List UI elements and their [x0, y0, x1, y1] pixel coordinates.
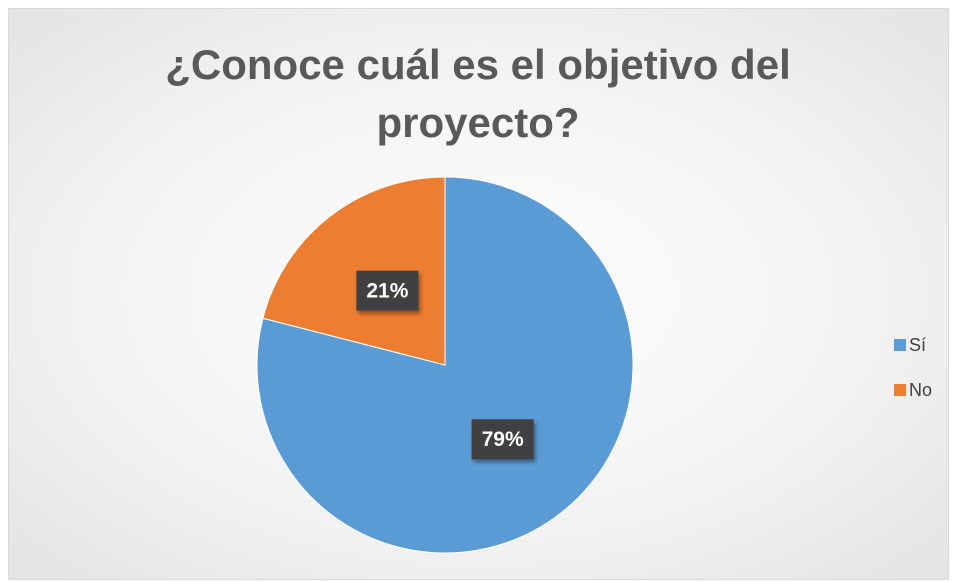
legend-label: No: [909, 380, 932, 400]
value-label-box: [471, 419, 534, 460]
value-label: 21%: [366, 279, 408, 302]
value-label-box: [356, 270, 419, 311]
chart-title: ¿Conoce cuál es el objetivo del proyecto…: [165, 41, 791, 146]
legend-label: Sí: [909, 335, 926, 355]
legend-swatch: [894, 339, 906, 351]
pie-slice: [262, 176, 446, 366]
value-label: 79%: [482, 428, 524, 451]
legend-swatch: [894, 384, 906, 396]
